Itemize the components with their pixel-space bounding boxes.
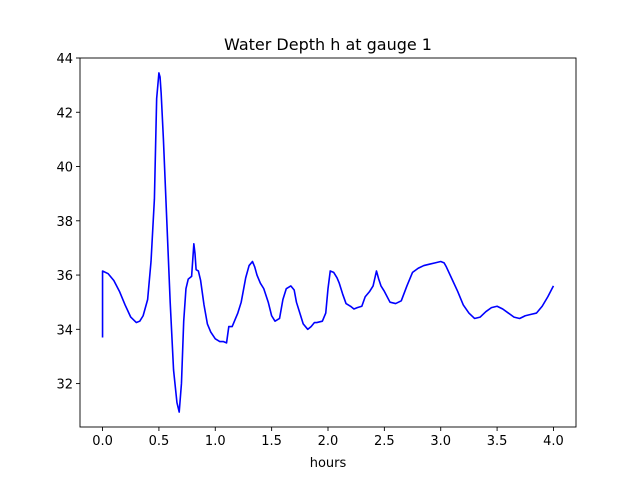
axes-frame (79, 57, 577, 428)
chart-title: Water Depth h at gauge 1 (224, 35, 432, 54)
x-tick-label: 2.5 (374, 434, 395, 449)
y-tick-label: 32 (56, 378, 73, 393)
x-tick-label: 1.0 (205, 434, 226, 449)
axes (79, 57, 577, 428)
x-tick-label: 4.0 (543, 434, 564, 449)
x-tick-label: 0.5 (149, 434, 170, 449)
y-tick-label: 44 (56, 52, 73, 67)
y-tick-label: 40 (56, 161, 73, 176)
x-tick-label: 3.0 (430, 434, 451, 449)
series-line-1 (101, 72, 555, 413)
x-tick-label: 2.0 (318, 434, 339, 449)
x-tick-label: 0.0 (92, 434, 113, 449)
y-tick-label: 36 (56, 269, 73, 284)
y-axis-ticks: 32 34 36 38 40 42 44 (56, 52, 80, 393)
x-axis-ticks: 0.0 0.5 1.0 1.5 2.0 2.5 3.0 3.5 4.0 (92, 427, 564, 449)
x-tick-label: 1.5 (261, 434, 282, 449)
x-axis-label: hours (310, 456, 347, 471)
x-tick-label: 3.5 (487, 434, 508, 449)
y-tick-label: 38 (56, 215, 73, 230)
series-layer (101, 72, 555, 413)
y-tick-label: 34 (56, 323, 73, 338)
y-tick-label: 42 (56, 106, 73, 121)
